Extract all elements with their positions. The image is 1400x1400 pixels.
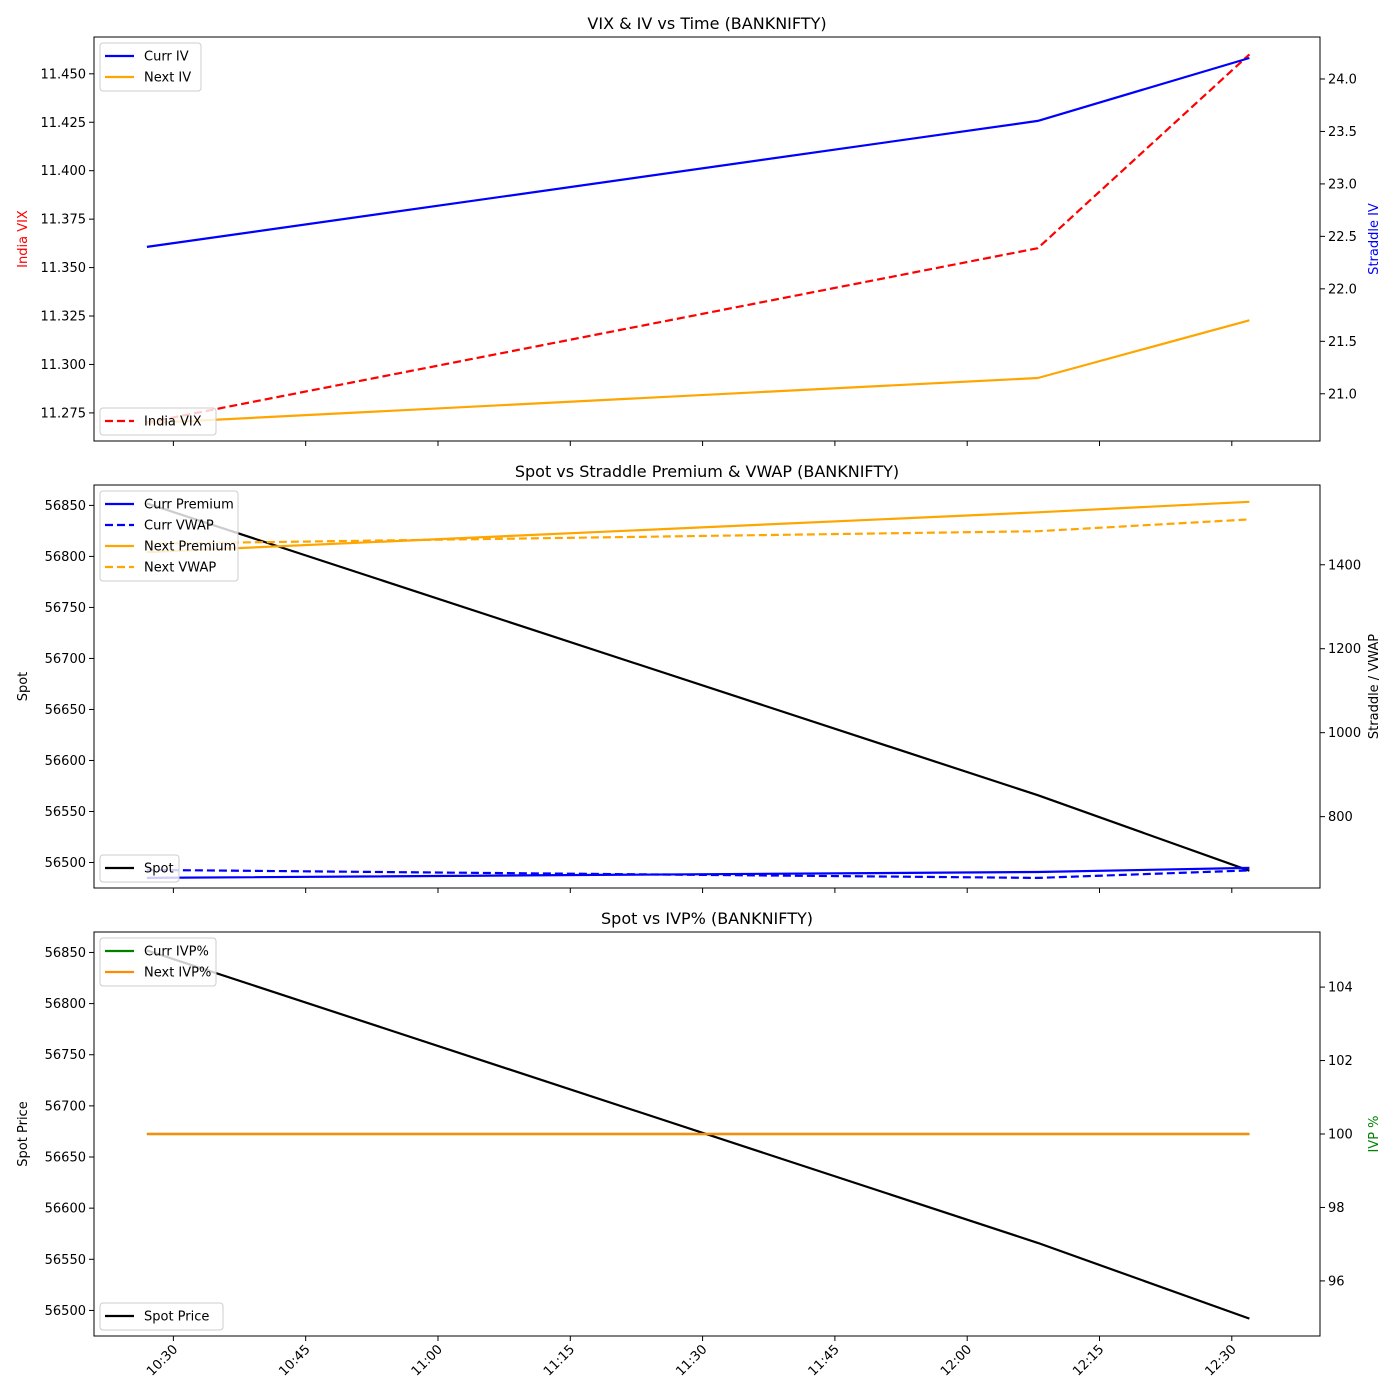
series-line-next-vwap — [146, 518, 1250, 545]
y-right-tick-label: 102 — [1328, 1054, 1353, 1069]
legend: Curr IVP% Next IVP% — [99, 937, 217, 987]
y-right-tick-label: 100 — [1328, 1128, 1353, 1143]
y-tick-label: 56750 — [45, 601, 86, 616]
y-right-tick-label: 1400 — [1328, 558, 1361, 573]
chart-title: Spot vs Straddle Premium & VWAP (BANKNIF… — [515, 462, 899, 481]
legend-frame — [99, 407, 217, 436]
y-tick-label: 11.325 — [41, 310, 87, 325]
legend-label: Next VWAP — [144, 561, 216, 576]
y-tick-label: 56550 — [45, 805, 86, 820]
y-right-axis-label: Straddle IV — [1367, 203, 1382, 275]
y-tick-label: 11.450 — [41, 67, 87, 82]
legend-frame — [99, 490, 239, 582]
y-tick-label: 11.400 — [41, 164, 87, 179]
legend-label: Curr IV — [144, 50, 189, 65]
y-right-tick-label: 96 — [1328, 1274, 1345, 1289]
series-group — [146, 500, 1250, 880]
legend: Spot Price — [99, 1302, 224, 1331]
y-right-tick-label: 21.5 — [1328, 335, 1357, 350]
legend: Curr IV Next IV — [99, 42, 202, 92]
y-tick-label: 56750 — [45, 1048, 86, 1063]
series-line-curr-premium — [146, 866, 1250, 880]
legend-label: Spot Price — [144, 1310, 209, 1325]
y-right-tick-label: 800 — [1328, 810, 1353, 825]
y-axis-label: Spot — [16, 672, 31, 702]
legend: India VIX — [99, 407, 217, 436]
y-tick-label: 11.300 — [41, 358, 87, 373]
series-line-curr-iv — [146, 56, 1250, 248]
series-line-india-vix — [146, 53, 1251, 424]
y-tick-label: 56550 — [45, 1253, 86, 1268]
series-line-next-iv — [146, 319, 1250, 425]
y-tick-label: 11.375 — [41, 213, 87, 228]
legend: Curr Premium Curr VWAP Next Premium Next VW… — [99, 490, 239, 582]
y-tick-label: 56600 — [45, 754, 86, 769]
legend-label: Curr IVP% — [144, 945, 209, 960]
y-tick-label: 56800 — [45, 997, 86, 1012]
y-tick-label: 56700 — [45, 652, 86, 667]
chart-panel-2: Spot vs Straddle Premium & VWAP (BANKNIF… — [16, 462, 1382, 893]
y-right-tick-label: 23.5 — [1328, 125, 1357, 140]
legend-label: India VIX — [144, 415, 202, 430]
y-tick-label: 56500 — [45, 856, 86, 871]
y-tick-label: 56650 — [45, 703, 86, 718]
y-right-tick-label: 98 — [1328, 1201, 1345, 1216]
series-group — [146, 53, 1251, 425]
series-group — [146, 949, 1250, 1320]
y-right-axis-label: IVP % — [1367, 1115, 1382, 1152]
chart-title: VIX & IV vs Time (BANKNIFTY) — [587, 14, 826, 33]
legend-frame — [99, 854, 180, 883]
y-tick-label: 56850 — [45, 946, 86, 961]
y-right-tick-label: 23.0 — [1328, 177, 1357, 192]
y-axis-label: India VIX — [16, 210, 31, 268]
y-tick-label: 56500 — [45, 1304, 86, 1319]
y-tick-label: 11.425 — [41, 116, 87, 131]
y-tick-label: 56600 — [45, 1202, 86, 1217]
legend-label: Next Premium — [144, 540, 236, 555]
y-right-tick-label: 22.5 — [1328, 230, 1357, 245]
y-tick-label: 56650 — [45, 1151, 86, 1166]
chart-panel-1: VIX & IV vs Time (BANKNIFTY) 11.275 11.300… — [16, 14, 1382, 446]
series-line-spot-price — [146, 949, 1250, 1320]
legend-frame — [99, 1302, 224, 1331]
y-axis-label: Spot Price — [16, 1101, 31, 1166]
legend-label: Next IVP% — [144, 966, 211, 981]
y-tick-label: 56800 — [45, 550, 86, 565]
y-tick-label: 56850 — [45, 499, 86, 514]
y-right-tick-label: 1000 — [1328, 726, 1361, 741]
y-right-tick-label: 104 — [1328, 981, 1353, 996]
plot-frame — [93, 36, 1321, 442]
y-right-tick-label: 22.0 — [1328, 282, 1357, 297]
legend-label: Curr VWAP — [144, 519, 214, 534]
plot-frame — [93, 931, 1321, 1337]
y-right-tick-label: 24.0 — [1328, 72, 1357, 87]
chart-title: Spot vs IVP% (BANKNIFTY) — [601, 909, 813, 928]
y-tick-label: 56700 — [45, 1099, 86, 1114]
y-right-tick-label: 1200 — [1328, 642, 1361, 657]
legend: Spot — [99, 854, 180, 883]
series-line-spot — [146, 502, 1250, 872]
legend-label: Next IV — [144, 71, 191, 86]
y-right-axis-label: Straddle / VWAP — [1367, 634, 1382, 739]
y-tick-label: 11.275 — [41, 406, 87, 421]
y-tick-label: 11.350 — [41, 261, 87, 276]
series-line-curr-vwap — [146, 868, 1250, 880]
legend-label: Curr Premium — [144, 498, 234, 513]
y-right-tick-label: 21.0 — [1328, 387, 1357, 402]
legend-label: Spot — [144, 862, 174, 877]
plot-frame — [93, 484, 1321, 889]
series-line-next-premium — [146, 500, 1250, 554]
